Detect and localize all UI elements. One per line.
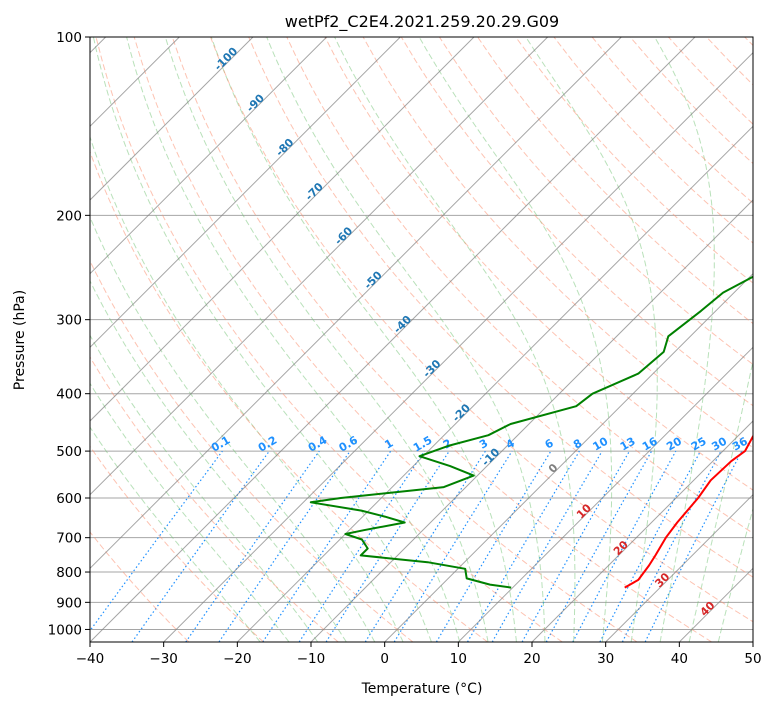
- isotherm-line: [163, 51, 753, 642]
- x-tick-label: 30: [597, 651, 614, 667]
- moist-adiabat: [334, 37, 576, 642]
- mixing-ratio-line: [644, 450, 743, 642]
- y-tick-label: 1000: [48, 622, 82, 638]
- dry-adiabat: [90, 356, 339, 642]
- dry-adiabat: [210, 37, 753, 623]
- mixing-ratio-line: [545, 450, 653, 642]
- x-tick-label: 40: [671, 651, 688, 667]
- y-tick-label: 900: [56, 595, 82, 611]
- profile-lines: [309, 275, 753, 589]
- plot-border: [89, 36, 754, 643]
- x-tick-label: −30: [149, 651, 178, 667]
- isotherm-line: [90, 37, 549, 496]
- mixing-ratio-lines: [90, 450, 743, 642]
- moist-adiabat: [210, 37, 517, 642]
- x-tick-label: −20: [223, 651, 252, 667]
- moist-adiabat: [418, 37, 613, 642]
- x-tick-label: 50: [744, 651, 761, 667]
- isotherm-line: [310, 199, 753, 642]
- x-tick-label: 20: [523, 651, 540, 667]
- y-tick-label: 400: [56, 387, 82, 403]
- isotherm-line: [90, 37, 696, 642]
- dry-adiabat: [90, 531, 190, 642]
- moist-adiabat: [90, 334, 319, 642]
- x-tick-label: −40: [76, 651, 105, 667]
- isotherm-line: [457, 346, 753, 642]
- mixing-ratio-line: [325, 450, 450, 642]
- dry-adiabat: [133, 37, 638, 642]
- mixing-ratio-line: [218, 450, 351, 642]
- x-tick-label: 0: [380, 651, 389, 667]
- moist-adiabat: [90, 215, 376, 642]
- isotherm-line: [531, 420, 753, 642]
- x-tick-label: −10: [297, 651, 326, 667]
- moist-adiabat: [90, 382, 290, 642]
- dewpoint-profile: [309, 275, 753, 589]
- dry-adiabat: [90, 445, 264, 642]
- y-tick-label: 500: [56, 444, 82, 460]
- mixing-ratio-line: [298, 450, 425, 642]
- temperature-profile: [624, 433, 753, 589]
- y-tick-label: 100: [56, 30, 82, 46]
- plot-area: [90, 37, 753, 642]
- x-tick-label: 10: [450, 651, 467, 667]
- dry-adiabat: [515, 37, 753, 284]
- y-tick-label: 700: [56, 531, 82, 547]
- isotherm-line: [384, 272, 753, 642]
- y-axis-ticks: 1000 900 800 700 600 500 400 300 200 100: [48, 30, 90, 638]
- mixing-ratio-line: [90, 450, 223, 632]
- dry-adiabat: [90, 150, 488, 642]
- moist-adiabat: [92, 37, 432, 642]
- y-axis-title: Pressure (hPa): [12, 290, 28, 390]
- isotherm-line: [90, 37, 622, 570]
- y-tick-label: 800: [56, 565, 82, 581]
- moist-adiabat: [126, 37, 461, 642]
- moist-adiabat: [90, 135, 404, 642]
- plot-frame: [89, 36, 754, 643]
- moist-adiabat: [654, 37, 715, 642]
- dry-adiabat: [438, 37, 753, 366]
- dry-adiabat: [400, 37, 753, 407]
- moist-adiabat: [90, 426, 261, 642]
- x-axis-ticks: −40 −30 −20 −10 0 10 20 30 40 50: [76, 642, 762, 667]
- chart-title: wetPf2_C2E4.2021.259.20.29.G09: [285, 12, 559, 32]
- y-tick-label: 200: [56, 208, 82, 224]
- isotherm-line: [605, 493, 753, 642]
- moist-adiabat: [525, 37, 658, 642]
- isotherm-line: [752, 641, 753, 642]
- mixing-ratio-line: [521, 450, 631, 642]
- plot-background: [90, 37, 753, 642]
- mixing-ratio-line: [185, 450, 320, 642]
- moist-adiabat: [266, 37, 546, 642]
- isotherm-line: [90, 37, 328, 275]
- isotherm-line: [236, 125, 753, 642]
- y-tick-label: 600: [56, 491, 82, 507]
- isotherm-line: [90, 37, 401, 349]
- isotherm-line: [90, 37, 475, 422]
- isotherm-line: [90, 37, 254, 201]
- mixing-ratio-line: [572, 450, 677, 642]
- mixing-ratio-line: [262, 450, 392, 642]
- mixing-ratio-line: [131, 450, 270, 642]
- gridlines: [90, 37, 753, 630]
- dry-adiabat: [95, 37, 563, 642]
- mixing-ratio-line: [393, 450, 513, 642]
- isotherm-lines: [90, 37, 753, 642]
- x-axis-title: Temperature (°C): [361, 681, 483, 697]
- y-tick-label: 300: [56, 313, 82, 329]
- moist-adiabat: [688, 358, 753, 642]
- dry-adiabat: [248, 37, 753, 578]
